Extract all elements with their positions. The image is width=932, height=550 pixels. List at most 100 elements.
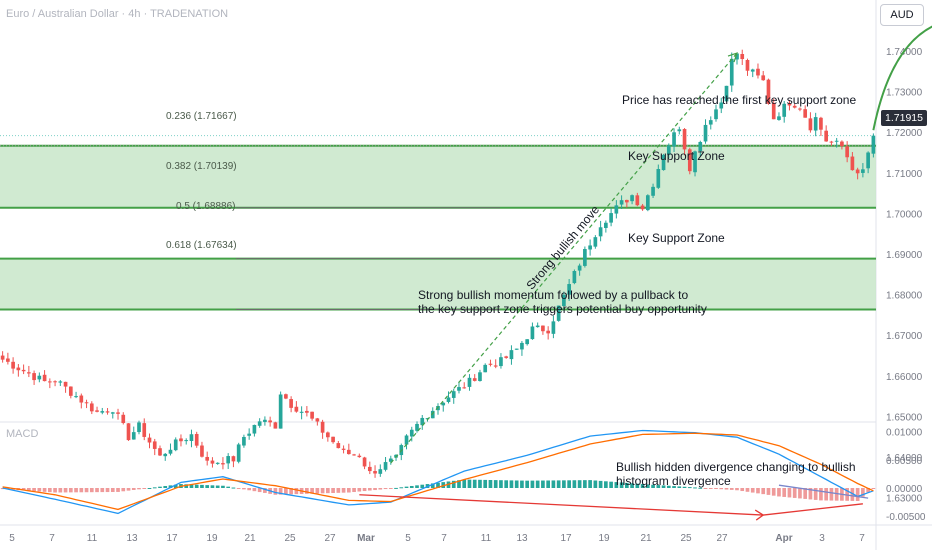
candle-body	[367, 466, 372, 472]
candle-body	[761, 75, 766, 81]
momentum-annotation-line-1: Strong bullish momentum followed by a pu…	[418, 288, 689, 302]
candle-body	[551, 321, 556, 334]
candle-body	[855, 169, 860, 174]
price-tick-label: 1.73000	[886, 88, 923, 99]
divergence-annotation-line-2: histogram divergence	[616, 474, 731, 488]
candle-body	[598, 227, 603, 237]
candle-body	[714, 109, 718, 120]
time-tick-label: 13	[126, 533, 138, 544]
macd-histogram-bar	[798, 488, 802, 499]
macd-histogram-bar	[488, 480, 493, 488]
macd-histogram-bar	[698, 487, 703, 489]
currency-selector[interactable]: AUD	[880, 4, 924, 26]
candle-body	[798, 108, 802, 110]
candle-body	[116, 412, 120, 414]
candle-body	[137, 422, 141, 433]
macd-histogram-bar	[766, 488, 771, 495]
macd-histogram-bar	[551, 480, 556, 488]
macd-histogram-bar	[404, 486, 409, 488]
macd-histogram-bar	[430, 483, 435, 488]
candle-body	[451, 391, 456, 398]
macd-histogram-bar	[95, 488, 99, 493]
macd-histogram-bar	[808, 488, 813, 500]
candle-body	[373, 471, 377, 474]
candle-body	[236, 444, 241, 462]
macd-histogram-bar	[850, 488, 855, 501]
time-tick-label: 17	[166, 533, 178, 544]
candle-body	[777, 116, 781, 120]
macd-histogram-bar	[284, 488, 288, 495]
time-tick-label: 27	[716, 533, 728, 544]
macd-histogram-bar	[100, 488, 105, 493]
macd-histogram-bar	[478, 479, 482, 488]
macd-histogram-bar	[866, 488, 870, 493]
time-axis[interactable]: 5 7 11 13 17 19 21 25 27 Mar 5 7 11 13 17 19 21 25 27 Apr 3 7	[9, 533, 865, 544]
time-tick-label: 13	[516, 533, 528, 544]
macd-histogram-bar	[53, 488, 57, 493]
macd-histogram-bar	[336, 488, 341, 493]
candle-body	[173, 439, 178, 451]
candle-body	[242, 436, 246, 446]
macd-histogram-bar	[310, 488, 314, 494]
candle-body	[834, 140, 839, 142]
candle-body	[530, 326, 535, 340]
candle-body	[404, 435, 409, 445]
candle-body	[231, 456, 236, 462]
candle-body	[525, 339, 530, 345]
time-tick-label: 11	[87, 533, 98, 544]
candle-body	[42, 374, 47, 382]
macd-histogram-bar	[525, 480, 530, 488]
macd-histogram-bar	[84, 488, 89, 493]
candle-body	[866, 152, 870, 169]
time-tick-label: 11	[481, 533, 492, 544]
macd-histogram-bar	[247, 488, 251, 491]
macd-histogram-bar	[604, 481, 608, 488]
macd-histogram-bar	[131, 488, 136, 490]
macd-histogram-bar	[121, 488, 126, 492]
macd-histogram-bar	[116, 488, 120, 492]
time-tick-label: 21	[640, 533, 652, 544]
macd-histogram-bar	[714, 488, 718, 489]
macd-histogram-bar	[630, 483, 634, 488]
candle-body	[635, 195, 640, 206]
macd-histogram-bar	[21, 488, 26, 491]
candle-body	[6, 358, 10, 362]
macd-histogram-bar	[394, 487, 398, 489]
candle-body	[184, 440, 189, 442]
macd-histogram-bar	[677, 486, 682, 488]
candle-body	[546, 330, 550, 334]
macd-histogram-bar	[756, 488, 760, 494]
divergence-annotation-line-1: Bullish hidden divergence changing to bu…	[616, 460, 856, 474]
candle-body	[583, 249, 587, 266]
candle-body	[47, 381, 52, 383]
macd-histogram-bar	[729, 488, 734, 490]
macd-histogram-bar	[315, 488, 320, 494]
candle-body	[819, 117, 823, 130]
macd-histogram-bar	[352, 488, 356, 493]
candle-body	[808, 118, 813, 131]
time-tick-label: 5	[405, 533, 411, 544]
macd-histogram-bar	[142, 488, 147, 489]
price-tick-label: 1.70000	[886, 209, 923, 220]
macd-histogram-bar	[819, 488, 823, 501]
candle-body	[74, 396, 78, 398]
macd-histogram-bar	[745, 488, 750, 492]
macd-histogram-bar	[834, 488, 839, 501]
macd-histogram-bar	[567, 480, 571, 488]
candle-body	[16, 367, 21, 371]
candle-body	[152, 441, 157, 449]
macd-histogram-bar	[509, 480, 514, 488]
macd-histogram-bar	[472, 479, 477, 488]
macd-histogram-bar	[320, 488, 325, 494]
candle-body	[294, 406, 299, 412]
macd-histogram-bar	[614, 482, 619, 488]
macd-histogram-bar	[782, 488, 787, 497]
candle-body	[247, 433, 251, 436]
candle-body	[415, 423, 419, 431]
candle-body	[719, 102, 724, 109]
macd-histogram-bar	[708, 488, 713, 489]
macd-histogram-bar	[687, 487, 692, 489]
macd-histogram-bar	[273, 488, 278, 495]
candle-body	[273, 422, 278, 429]
